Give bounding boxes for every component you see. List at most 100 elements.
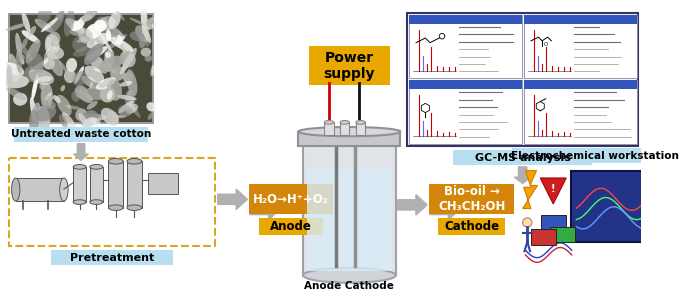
Ellipse shape [82, 117, 97, 128]
Ellipse shape [76, 38, 89, 43]
FancyBboxPatch shape [540, 215, 566, 230]
Ellipse shape [62, 112, 77, 131]
Ellipse shape [19, 55, 25, 65]
Ellipse shape [84, 87, 107, 100]
Ellipse shape [38, 4, 52, 24]
Ellipse shape [140, 48, 151, 57]
Ellipse shape [13, 93, 27, 106]
Ellipse shape [299, 127, 400, 136]
Ellipse shape [76, 89, 92, 103]
Ellipse shape [94, 20, 107, 32]
Ellipse shape [91, 118, 101, 126]
Ellipse shape [16, 38, 32, 61]
Ellipse shape [29, 109, 39, 133]
Text: Anode Cathode: Anode Cathode [304, 281, 395, 291]
Ellipse shape [39, 83, 45, 89]
FancyBboxPatch shape [429, 185, 514, 214]
Ellipse shape [119, 101, 134, 113]
Ellipse shape [44, 96, 54, 101]
Ellipse shape [32, 102, 40, 124]
Ellipse shape [116, 95, 137, 100]
Ellipse shape [3, 62, 19, 82]
Ellipse shape [84, 66, 104, 83]
Ellipse shape [90, 200, 103, 204]
Bar [407, 13, 638, 145]
Ellipse shape [47, 52, 63, 76]
Ellipse shape [118, 105, 132, 117]
Ellipse shape [75, 108, 87, 121]
FancyBboxPatch shape [258, 218, 323, 235]
Ellipse shape [43, 57, 55, 70]
Polygon shape [218, 189, 247, 210]
Ellipse shape [145, 37, 150, 47]
Ellipse shape [100, 87, 115, 102]
FancyBboxPatch shape [14, 127, 148, 142]
Ellipse shape [135, 25, 150, 42]
Ellipse shape [71, 91, 79, 102]
Ellipse shape [108, 34, 127, 49]
Ellipse shape [86, 46, 108, 60]
Text: Cathode: Cathode [444, 220, 499, 233]
Ellipse shape [30, 97, 37, 122]
Bar [307, 169, 392, 271]
Ellipse shape [142, 26, 151, 43]
Ellipse shape [45, 34, 60, 53]
Ellipse shape [107, 91, 112, 100]
Ellipse shape [90, 165, 103, 169]
FancyBboxPatch shape [249, 185, 333, 214]
Ellipse shape [59, 114, 68, 128]
Ellipse shape [140, 6, 147, 31]
Ellipse shape [19, 54, 25, 60]
Ellipse shape [45, 37, 51, 52]
Ellipse shape [60, 85, 65, 92]
Ellipse shape [81, 36, 88, 42]
Ellipse shape [116, 37, 125, 54]
Ellipse shape [51, 10, 64, 32]
Text: Anode: Anode [270, 220, 312, 233]
Ellipse shape [108, 12, 121, 29]
Ellipse shape [80, 114, 108, 120]
Ellipse shape [116, 35, 123, 45]
Ellipse shape [49, 32, 60, 44]
Polygon shape [73, 144, 88, 160]
Ellipse shape [99, 56, 124, 71]
Ellipse shape [73, 71, 88, 86]
Bar [10, 15, 152, 122]
Ellipse shape [111, 115, 126, 118]
Bar [523, 15, 636, 78]
Ellipse shape [99, 32, 112, 52]
Ellipse shape [80, 110, 99, 127]
Text: !: ! [551, 184, 556, 194]
Ellipse shape [102, 92, 108, 100]
FancyBboxPatch shape [438, 218, 505, 235]
Ellipse shape [108, 205, 123, 210]
Ellipse shape [40, 83, 53, 109]
Bar [409, 80, 522, 89]
Ellipse shape [99, 16, 116, 30]
Ellipse shape [108, 159, 123, 164]
FancyBboxPatch shape [9, 158, 215, 246]
Ellipse shape [111, 27, 119, 36]
FancyBboxPatch shape [453, 150, 592, 165]
Bar [409, 15, 522, 78]
Ellipse shape [37, 76, 52, 82]
Ellipse shape [106, 30, 112, 41]
Ellipse shape [66, 18, 85, 34]
Ellipse shape [36, 106, 56, 121]
Ellipse shape [73, 45, 98, 57]
Ellipse shape [49, 102, 56, 109]
Ellipse shape [36, 106, 50, 133]
Ellipse shape [125, 91, 135, 109]
Ellipse shape [139, 26, 149, 48]
Ellipse shape [66, 58, 77, 72]
Bar [303, 145, 396, 275]
Ellipse shape [41, 18, 58, 32]
Polygon shape [430, 199, 460, 220]
Text: Untreated waste cotton: Untreated waste cotton [11, 129, 151, 139]
Text: H₂O→H⁺+O₂: H₂O→H⁺+O₂ [253, 193, 329, 206]
Ellipse shape [44, 50, 49, 63]
FancyBboxPatch shape [550, 227, 575, 242]
Ellipse shape [120, 54, 134, 74]
Ellipse shape [22, 38, 27, 48]
Ellipse shape [89, 55, 105, 70]
